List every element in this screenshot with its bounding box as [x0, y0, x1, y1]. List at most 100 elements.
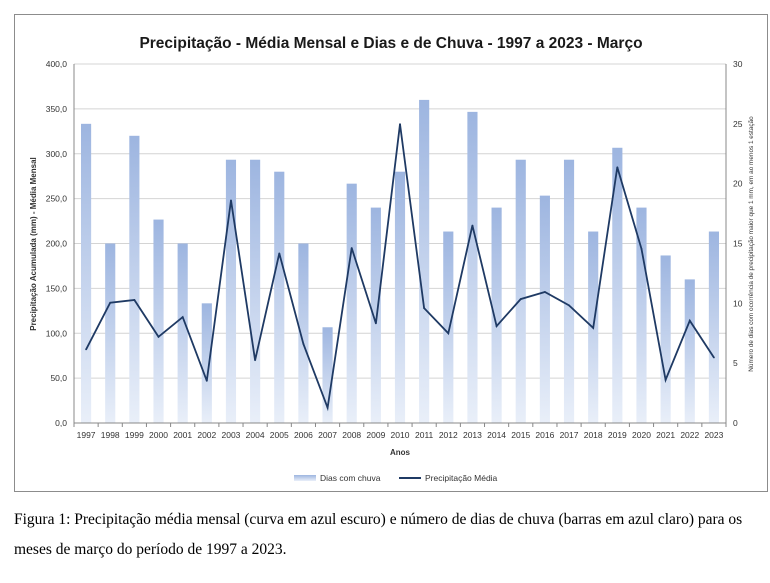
point-precipitacao-media-1999 [133, 299, 136, 301]
bar-dias-com-chuva-2012 [443, 231, 454, 423]
tick-labels: 0,0 50,0 100,0 150,0 200,0 250,0 300,0 350,0 400… [46, 59, 743, 440]
bar-dias-com-chuva-2008 [346, 183, 357, 423]
x-tick-label: 2001 [173, 430, 192, 440]
point-precipitacao-media-2003 [230, 199, 232, 202]
point-precipitacao-media-2022 [688, 319, 691, 322]
point-precipitacao-media-2016 [543, 291, 546, 293]
x-tick-label: 2014 [487, 430, 506, 440]
legend: Dias com chuva Precipitação Média [294, 473, 498, 483]
bar-dias-com-chuva-1997 [81, 123, 92, 423]
bar-dias-com-chuva-2021 [660, 255, 671, 423]
x-tick-label: 2013 [463, 430, 482, 440]
y-right-tick-label: 20 [733, 179, 743, 189]
point-precipitacao-media-2020 [640, 247, 643, 250]
point-precipitacao-media-2015 [519, 298, 522, 301]
x-tick-label: 2018 [584, 430, 603, 440]
bar-dias-com-chuva-2001 [177, 243, 188, 423]
bar-dias-com-chuva-2006 [298, 243, 309, 423]
y-right-tick-label: 30 [733, 59, 743, 69]
x-tick-label: 1999 [125, 430, 144, 440]
chart-title: Precipitação - Média Mensal e Dias e de … [139, 35, 642, 52]
bar-dias-com-chuva-2010 [394, 171, 406, 423]
legend-label-dias-com-chuva: Dias com chuva [320, 473, 381, 483]
y-left-tick-label: 200,0 [46, 239, 68, 249]
x-tick-label: 2000 [149, 430, 168, 440]
y-axis-right-title: Número de dias com ocorrência de precipi… [748, 116, 755, 372]
point-precipitacao-media-2009 [374, 322, 377, 325]
point-precipitacao-media-2010 [399, 123, 401, 126]
y-left-tick-label: 250,0 [46, 194, 68, 204]
x-tick-label: 2016 [535, 430, 554, 440]
bar-dias-com-chuva-2017 [563, 159, 575, 423]
chart-frame: 0,0 50,0 100,0 150,0 200,0 250,0 300,0 350,0 400… [14, 14, 768, 492]
figure-caption: Figura 1: Precipitação média mensal (cur… [14, 511, 743, 558]
y-left-tick-label: 50,0 [50, 373, 67, 383]
y-right-tick-label: 5 [733, 358, 738, 368]
y-left-tick-label: 400,0 [46, 59, 68, 69]
point-precipitacao-media-2004 [254, 359, 257, 362]
x-tick-label: 2006 [294, 430, 313, 440]
bar-dias-com-chuva-2016 [539, 195, 550, 423]
legend-label-precipitacao-media: Precipitação Média [425, 473, 498, 483]
point-precipitacao-media-2021 [664, 379, 667, 381]
x-tick-label: 1997 [77, 430, 96, 440]
y-left-tick-label: 100,0 [46, 328, 68, 338]
bar-dias-com-chuva-1999 [129, 135, 140, 424]
point-precipitacao-media-2002 [205, 379, 208, 382]
chart: 0,0 50,0 100,0 150,0 200,0 250,0 300,0 350,0 400… [29, 35, 755, 483]
point-precipitacao-media-2001 [181, 316, 184, 318]
line-series [85, 123, 715, 412]
y-right-tick-label: 25 [733, 119, 743, 129]
y-left-tick-label: 350,0 [46, 104, 68, 114]
point-precipitacao-media-2019 [616, 166, 619, 169]
y-left-tick-label: 150,0 [46, 283, 68, 293]
x-tick-label: 2012 [439, 430, 458, 440]
x-tick-label: 2017 [560, 430, 579, 440]
y-right-tick-label: 15 [733, 239, 743, 249]
x-tick-label: 1998 [101, 430, 120, 440]
point-precipitacao-media-2006 [302, 343, 305, 345]
x-tick-label: 2010 [391, 430, 410, 440]
bar-series [81, 99, 719, 424]
point-precipitacao-media-2014 [495, 325, 498, 327]
point-precipitacao-media-2017 [568, 304, 570, 307]
x-tick-label: 2020 [632, 430, 651, 440]
y-axis-left-title: Precipitação Acumulada (mm) - Média Mens… [29, 157, 38, 331]
point-precipitacao-media-2011 [423, 307, 426, 310]
x-tick-label: 2015 [511, 430, 530, 440]
bar-dias-com-chuva-2015 [515, 159, 526, 423]
x-tick-label: 2019 [608, 430, 627, 440]
x-axis-title: Anos [390, 448, 411, 457]
x-tick-label: 2023 [704, 430, 723, 440]
point-precipitacao-media-1998 [109, 301, 112, 304]
bar-dias-com-chuva-2022 [684, 279, 695, 423]
point-precipitacao-media-2008 [350, 247, 353, 249]
x-tick-label: 2005 [270, 430, 289, 440]
point-precipitacao-media-2007 [326, 406, 329, 409]
bar-dias-com-chuva-2011 [419, 99, 430, 424]
x-tick-label: 2003 [222, 430, 241, 440]
bar-dias-com-chuva-2020 [636, 207, 647, 423]
bar-dias-com-chuva-1998 [105, 243, 116, 423]
x-tick-label: 2022 [680, 430, 699, 440]
y-left-tick-label: 0,0 [55, 418, 67, 428]
point-precipitacao-media-2013 [471, 224, 474, 227]
bar-dias-com-chuva-2009 [370, 207, 381, 423]
point-precipitacao-media-2023 [713, 356, 715, 359]
x-tick-label: 2009 [366, 430, 385, 440]
bar-dias-com-chuva-2013 [467, 111, 478, 423]
x-tick-label: 2007 [318, 430, 337, 440]
point-precipitacao-media-2000 [157, 335, 160, 338]
bar-dias-com-chuva-2014 [491, 207, 502, 423]
legend-swatch-dias-com-chuva [294, 475, 316, 481]
bar-dias-com-chuva-2000 [153, 219, 164, 423]
y-right-tick-label: 10 [733, 298, 743, 308]
bar-dias-com-chuva-2002 [201, 303, 212, 423]
x-tick-label: 2002 [197, 430, 216, 440]
x-tick-label: 2004 [246, 430, 265, 440]
x-tick-label: 2021 [656, 430, 675, 440]
bar-dias-com-chuva-2004 [250, 159, 261, 423]
bar-dias-com-chuva-2003 [225, 159, 237, 423]
point-precipitacao-media-2005 [278, 252, 281, 255]
y-left-tick-label: 300,0 [46, 149, 68, 159]
